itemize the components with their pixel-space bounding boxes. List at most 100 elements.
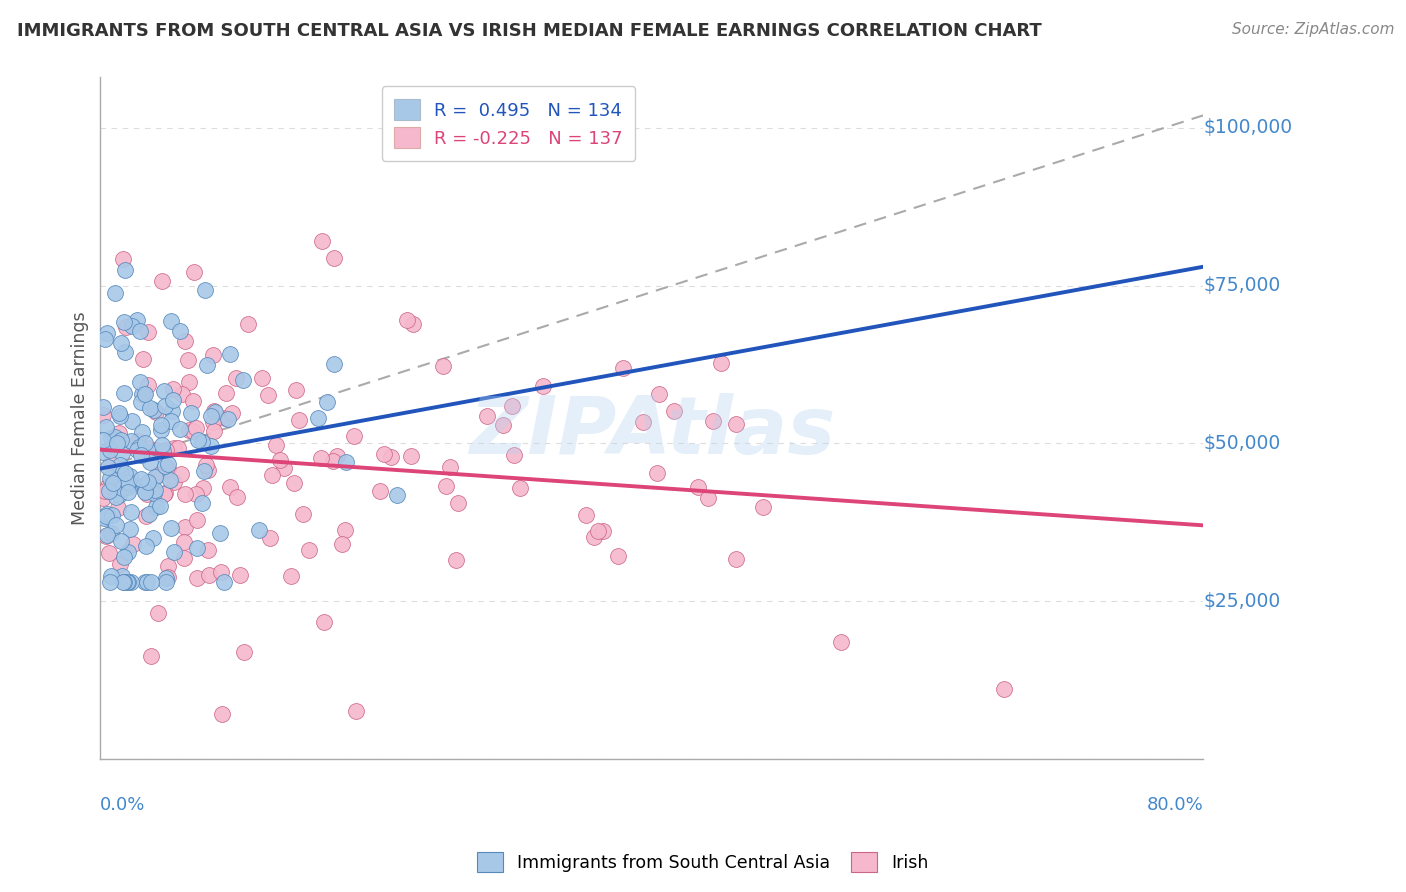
Point	[145, 500, 167, 514]
Point	[129, 395, 152, 409]
Point	[139, 455, 162, 469]
Point	[127, 442, 149, 456]
Point	[283, 475, 305, 490]
Point	[103, 285, 125, 300]
Text: IMMIGRANTS FROM SOUTH CENTRAL ASIA VS IRISH MEDIAN FEMALE EARNINGS CORRELATION C: IMMIGRANTS FROM SOUTH CENTRAL ASIA VS IR…	[17, 22, 1042, 40]
Point	[181, 394, 204, 409]
Point	[502, 448, 524, 462]
Point	[606, 549, 628, 564]
Point	[152, 487, 174, 501]
Point	[312, 615, 335, 630]
Point	[120, 434, 142, 448]
Point	[98, 484, 121, 499]
Point	[117, 484, 139, 499]
Point	[198, 568, 221, 582]
Point	[160, 521, 183, 535]
Point	[710, 356, 733, 370]
Point	[135, 509, 157, 524]
Point	[186, 513, 208, 527]
Point	[612, 361, 634, 376]
Point	[163, 545, 186, 559]
Point	[335, 455, 357, 469]
Text: 0.0%: 0.0%	[100, 797, 146, 814]
Point	[145, 405, 167, 419]
Point	[121, 319, 143, 334]
Point	[631, 415, 654, 429]
Point	[117, 544, 139, 558]
Point	[129, 472, 152, 486]
Point	[98, 471, 121, 485]
Point	[101, 508, 124, 522]
Point	[501, 399, 523, 413]
Point	[111, 568, 134, 582]
Point	[120, 505, 142, 519]
Legend: Immigrants from South Central Asia, Irish: Immigrants from South Central Asia, Iris…	[471, 845, 935, 879]
Point	[444, 553, 467, 567]
Point	[110, 482, 132, 496]
Point	[117, 475, 139, 490]
Point	[385, 488, 408, 502]
Point	[112, 385, 135, 400]
Point	[191, 481, 214, 495]
Point	[104, 517, 127, 532]
Point	[115, 320, 138, 334]
Point	[174, 334, 197, 348]
Point	[115, 575, 138, 590]
Point	[183, 265, 205, 279]
Point	[186, 541, 208, 555]
Point	[96, 507, 118, 521]
Legend: R =  0.495   N = 134, R = -0.225   N = 137: R = 0.495 N = 134, R = -0.225 N = 137	[381, 87, 636, 161]
Point	[131, 425, 153, 440]
Point	[148, 468, 170, 483]
Point	[194, 458, 217, 472]
Point	[114, 466, 136, 480]
Point	[439, 459, 461, 474]
Point	[264, 438, 287, 452]
Point	[172, 387, 194, 401]
Point	[120, 522, 142, 536]
Point	[202, 404, 225, 418]
Point	[191, 434, 214, 449]
Point	[120, 575, 142, 590]
Point	[127, 434, 149, 448]
Point	[214, 411, 236, 425]
Point	[582, 530, 605, 544]
Point	[135, 539, 157, 553]
Point	[91, 433, 114, 447]
Point	[96, 527, 118, 541]
Point	[156, 462, 179, 476]
Point	[193, 464, 215, 478]
Point	[91, 445, 114, 459]
Point	[725, 551, 748, 566]
Text: $50,000: $50,000	[1204, 434, 1281, 453]
Point	[229, 568, 252, 582]
Point	[187, 433, 209, 447]
Point	[138, 507, 160, 521]
Point	[648, 387, 671, 401]
Point	[143, 486, 166, 500]
Point	[323, 251, 346, 265]
Point	[136, 475, 159, 489]
Point	[259, 531, 281, 545]
Point	[509, 481, 531, 495]
Point	[143, 442, 166, 457]
Point	[136, 575, 159, 590]
Point	[125, 313, 148, 327]
Point	[139, 485, 162, 500]
Point	[156, 457, 179, 471]
Point	[208, 526, 231, 541]
Point	[200, 409, 222, 424]
Point	[232, 373, 254, 387]
Point	[401, 449, 423, 463]
Point	[139, 575, 162, 590]
Point	[184, 421, 207, 435]
Point	[215, 385, 238, 400]
Point	[155, 575, 177, 590]
Point	[180, 407, 202, 421]
Point	[128, 440, 150, 454]
Point	[257, 388, 280, 402]
Point	[325, 449, 347, 463]
Point	[273, 460, 295, 475]
Point	[153, 384, 176, 398]
Point	[212, 575, 235, 590]
